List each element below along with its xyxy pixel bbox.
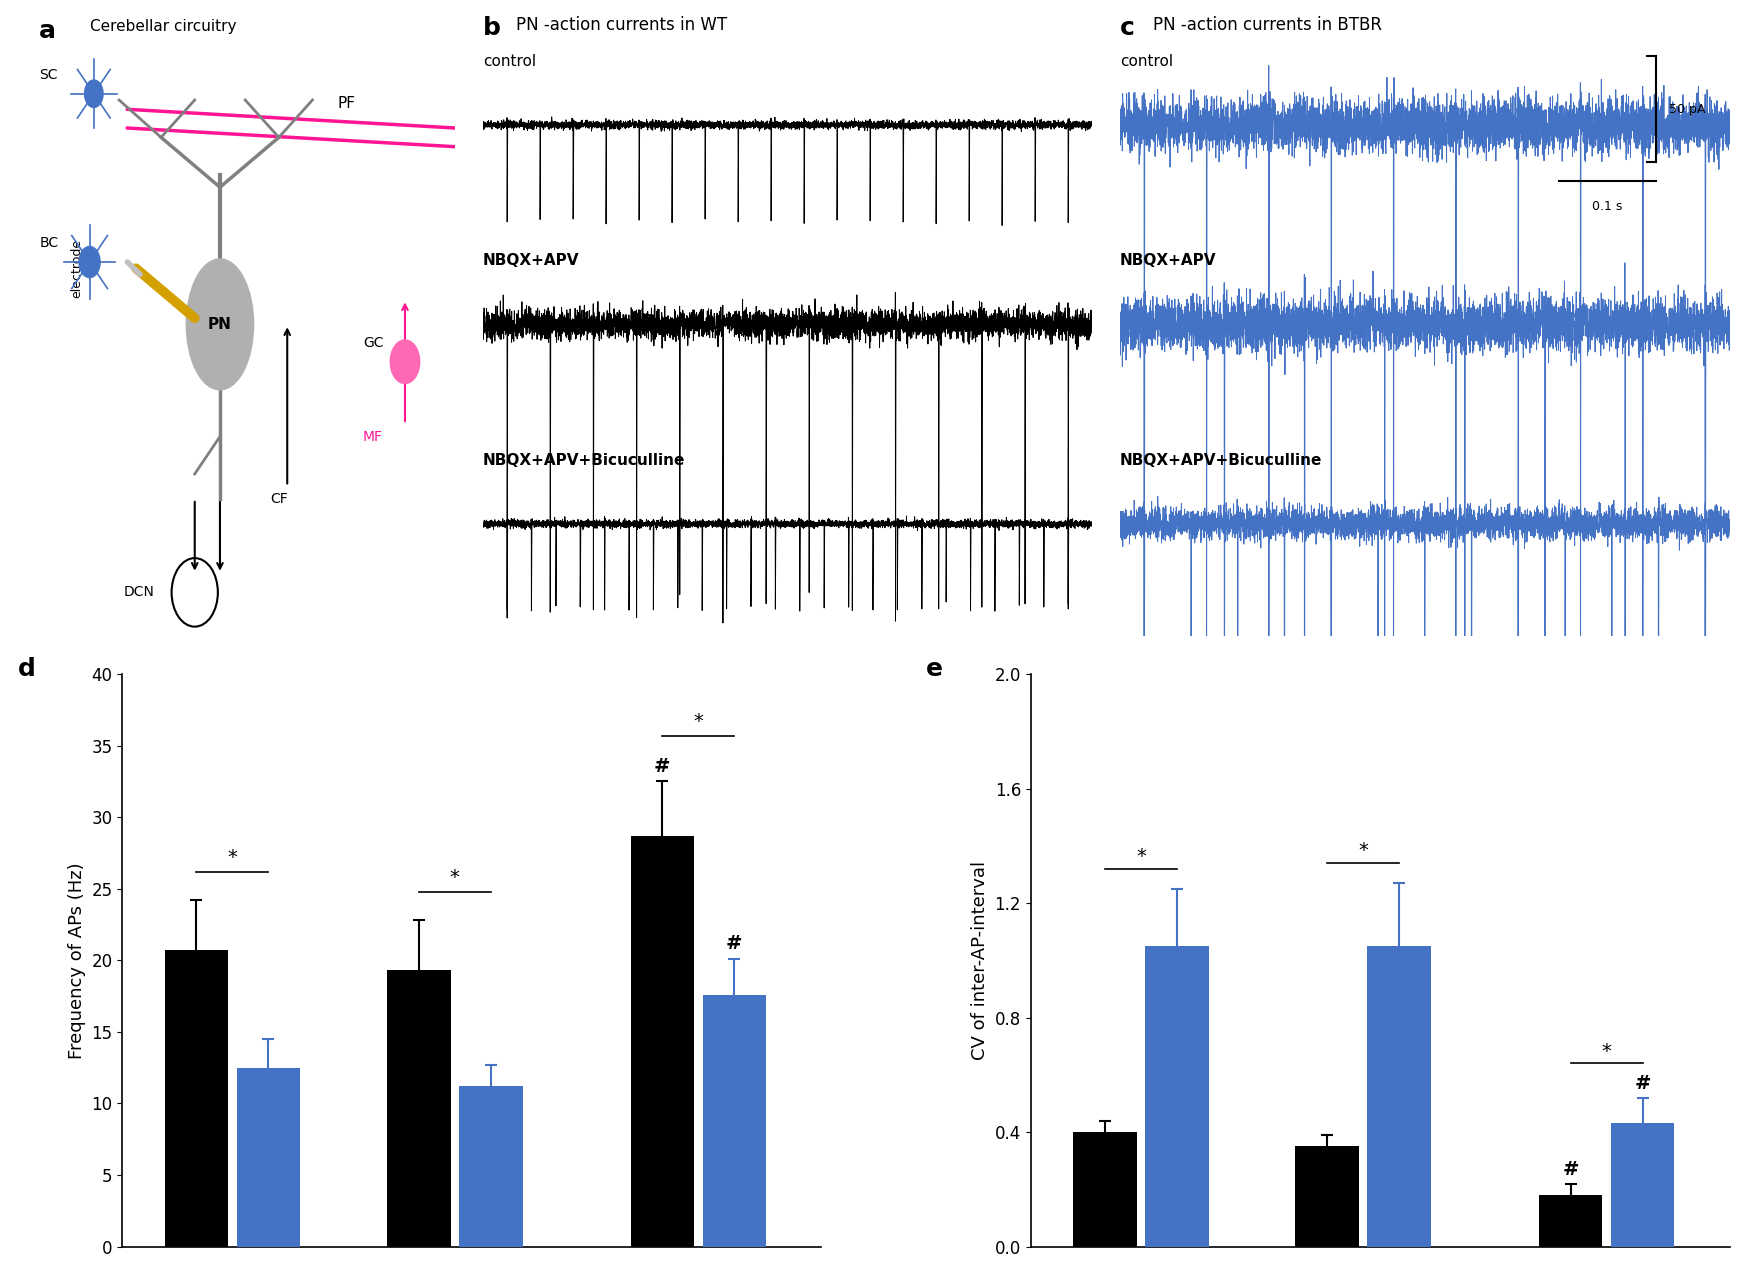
Bar <box>1144 946 1209 1247</box>
Text: *: * <box>1357 841 1368 860</box>
Text: b: b <box>482 15 501 39</box>
Text: a: a <box>38 19 56 43</box>
Text: #: # <box>1562 1160 1579 1179</box>
Text: control: control <box>482 53 536 69</box>
Text: #: # <box>727 934 742 953</box>
Text: c: c <box>1120 15 1136 39</box>
Text: PN -action currents in WT: PN -action currents in WT <box>517 15 727 34</box>
Bar <box>1296 1146 1359 1247</box>
Text: *: * <box>227 848 238 868</box>
Bar <box>1611 1123 1674 1247</box>
Bar <box>459 1086 522 1247</box>
Text: *: * <box>694 712 704 731</box>
Circle shape <box>79 247 100 277</box>
Text: 50 pA: 50 pA <box>1668 103 1705 116</box>
Y-axis label: Frequency of APs (Hz): Frequency of APs (Hz) <box>68 862 86 1058</box>
Text: electrode: electrode <box>70 239 84 298</box>
Circle shape <box>390 340 419 384</box>
Text: control: control <box>1120 53 1172 69</box>
Bar <box>388 971 451 1247</box>
Bar <box>702 995 765 1247</box>
Text: d: d <box>17 656 35 681</box>
Circle shape <box>84 80 103 107</box>
Text: PF: PF <box>337 95 356 111</box>
Text: e: e <box>926 656 943 681</box>
Text: PN -action currents in BTBR: PN -action currents in BTBR <box>1153 15 1382 34</box>
Bar <box>1368 946 1431 1247</box>
Text: CF: CF <box>271 492 288 506</box>
Text: #: # <box>653 757 671 776</box>
Bar <box>1539 1196 1602 1247</box>
Bar <box>164 950 229 1247</box>
Bar <box>236 1067 300 1247</box>
Text: NBQX+APV: NBQX+APV <box>1120 253 1216 268</box>
Text: *: * <box>1136 847 1146 866</box>
Bar <box>1073 1132 1137 1247</box>
Text: NBQX+APV+Bicuculline: NBQX+APV+Bicuculline <box>1120 453 1322 468</box>
Ellipse shape <box>187 259 253 389</box>
Y-axis label: CV of inter-AP-interval: CV of inter-AP-interval <box>971 861 989 1060</box>
Text: NBQX+APV+Bicuculline: NBQX+APV+Bicuculline <box>482 453 685 468</box>
Bar <box>631 836 694 1247</box>
Text: NBQX+APV: NBQX+APV <box>482 253 580 268</box>
Text: DCN: DCN <box>124 585 154 599</box>
Text: Cerebellar circuitry: Cerebellar circuitry <box>89 19 236 34</box>
Text: *: * <box>449 869 459 888</box>
Text: *: * <box>1602 1042 1612 1061</box>
Text: #: # <box>1635 1075 1651 1094</box>
Text: MF: MF <box>363 430 383 444</box>
Text: 0.1 s: 0.1 s <box>1593 200 1623 212</box>
Text: GC: GC <box>363 336 383 350</box>
Text: PN: PN <box>208 317 232 332</box>
Text: SC: SC <box>38 67 58 83</box>
Text: BC: BC <box>38 237 58 251</box>
